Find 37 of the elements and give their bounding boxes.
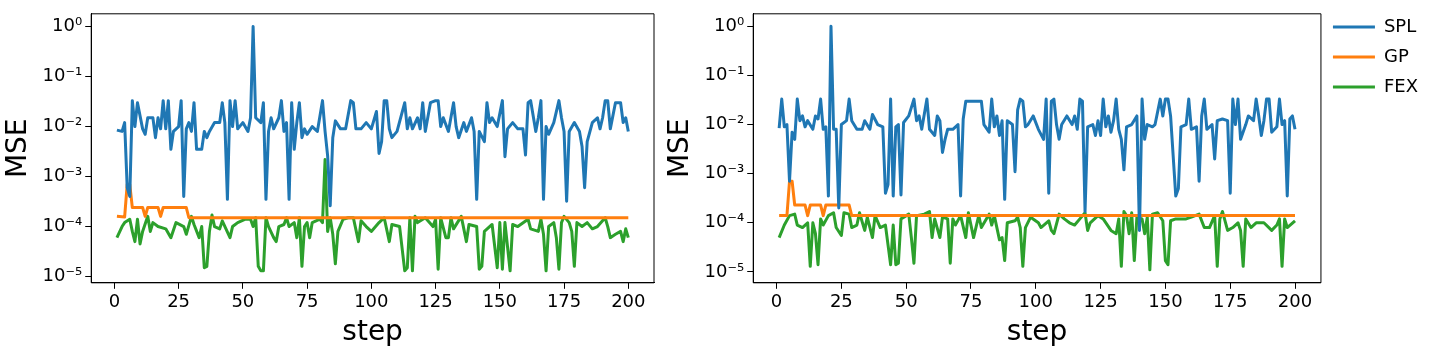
x-tick-label: 125 [418,290,453,312]
y-axis-title: MSE [662,118,696,179]
x-tick-label: 200 [1277,290,1313,312]
x-tick-label: 100 [354,290,389,312]
x-tick-label: 150 [482,290,517,312]
x-tick-label: 75 [295,290,319,312]
y-tick-label: 10⁻² [42,114,83,136]
y-tick-label: 10⁰ [714,14,745,36]
x-tick-label: 175 [546,290,582,312]
legend-label: SPL [1383,14,1417,36]
x-tick-label: 25 [829,290,853,312]
x-tick-label: 0 [770,290,783,312]
y-tick-label: 10⁻⁵ [42,264,83,286]
y-tick-label: 10⁻¹ [42,64,83,86]
x-tick-label: 100 [1018,290,1053,312]
x-tick-label: 25 [167,290,191,312]
x-tick-label: 50 [231,290,255,312]
x-tick-label: 50 [894,290,918,312]
x-tick-label: 75 [959,290,983,312]
x-tick-label: 150 [1148,290,1183,312]
x-axis-title: step [1006,314,1068,348]
y-tick-label: 10⁻¹ [704,63,745,85]
x-tick-label: 175 [1213,290,1248,312]
y-tick-label: 10⁰ [52,14,83,36]
y-tick-label: 10⁻⁴ [704,210,745,232]
legend-label: GP [1383,44,1409,66]
y-tick-label: 10⁻² [704,112,745,134]
y-tick-label: 10⁻³ [42,164,83,186]
x-tick-label: 0 [108,290,121,312]
x-tick-label: 200 [611,290,646,312]
x-tick-label: 125 [1083,290,1118,312]
legend-label: FEX [1383,74,1418,96]
y-axis-title: MSE [0,118,34,179]
y-tick-label: 10⁻³ [704,161,745,183]
y-tick-label: 10⁻⁴ [42,214,83,236]
y-tick-label: 10⁻⁵ [704,259,745,281]
x-axis-title: step [342,314,403,348]
